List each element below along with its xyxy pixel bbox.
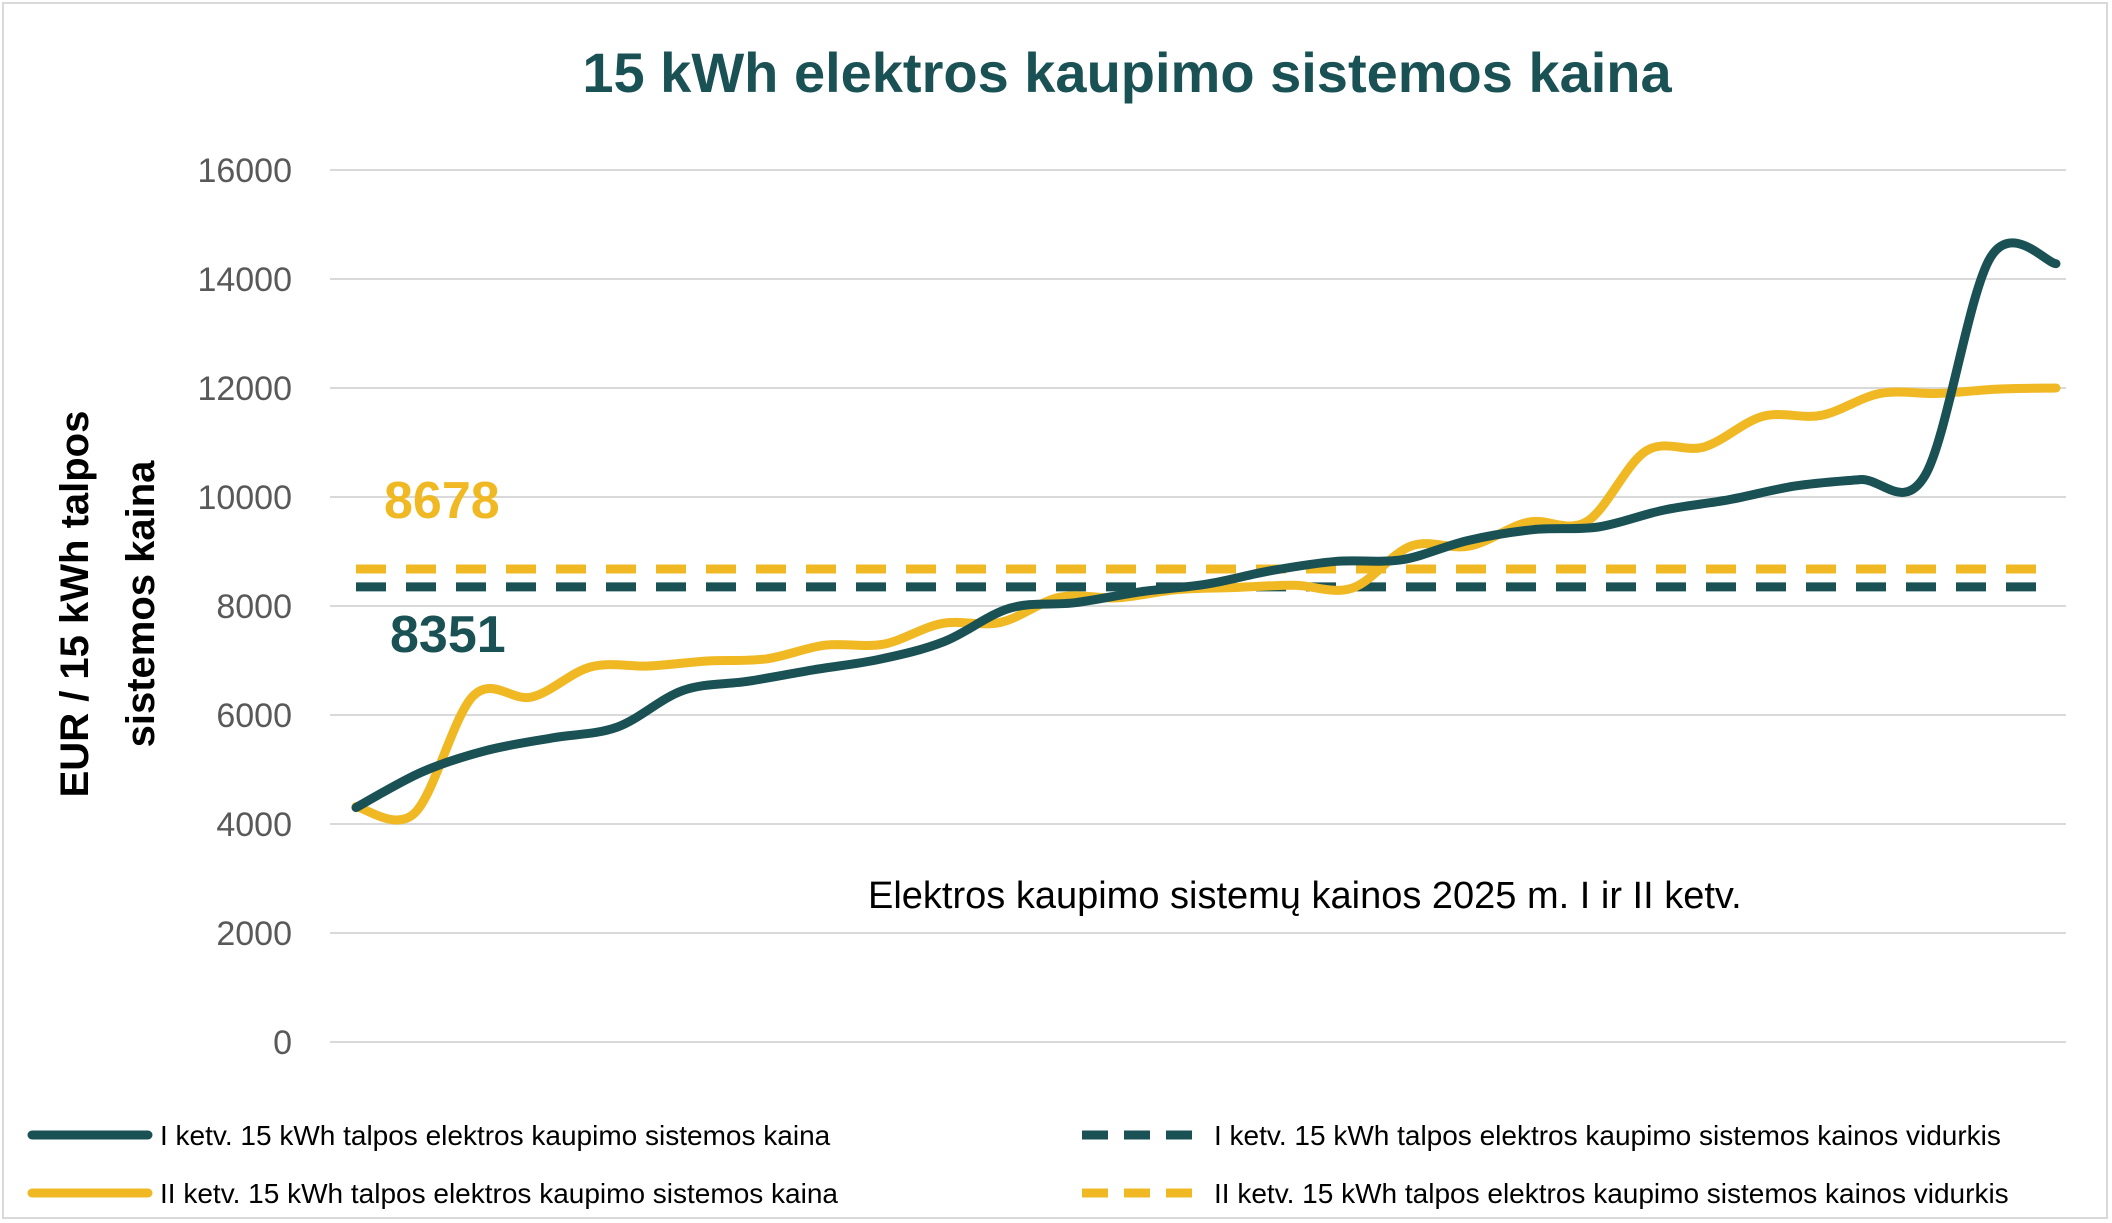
y-axis-label-line-2: sistemos kaina — [119, 460, 163, 748]
legend: I ketv. 15 kWh talpos elektros kaupimo s… — [27, 1120, 2009, 1209]
chart-annotation: Elektros kaupimo sistemų kainos 2025 m. … — [868, 875, 1742, 917]
legend-item-i-price: I ketv. 15 kWh talpos elektros kaupimo s… — [27, 1120, 831, 1151]
series-line — [351, 383, 2061, 825]
legend-item-ii-price: II ketv. 15 kWh talpos elektros kaupimo … — [27, 1178, 838, 1209]
legend-text-ii-average: II ketv. 15 kWh talpos elektros kaupimo … — [1214, 1178, 2009, 1209]
y-tick-label: 14000 — [197, 261, 292, 299]
legend-text-ii-price: II ketv. 15 kWh talpos elektros kaupimo … — [160, 1178, 838, 1209]
legend-item-ii-average: II ketv. 15 kWh talpos elektros kaupimo … — [1082, 1178, 2009, 1209]
y-tick-label: 12000 — [197, 370, 292, 408]
series-lines — [351, 238, 2061, 825]
y-axis-ticks: 0 2000 4000 6000 8000 10000 12000 14000 16000 — [197, 152, 292, 1062]
legend-text-i-price: I ketv. 15 kWh talpos elektros kaupimo s… — [160, 1120, 831, 1151]
chart-title: 15 kWh elektros kaupimo sistemos kaina — [582, 41, 1672, 104]
y-tick-label: 0 — [273, 1024, 292, 1062]
y-tick-label: 6000 — [216, 697, 292, 735]
y-tick-label: 10000 — [197, 479, 292, 517]
y-axis-label-line-1: EUR / 15 kWh talpos — [53, 411, 97, 798]
y-tick-label: 16000 — [197, 152, 292, 190]
y-tick-label: 8000 — [216, 588, 292, 626]
y-tick-label: 2000 — [216, 915, 292, 953]
gridlines — [330, 169, 2066, 1043]
legend-text-i-average: I ketv. 15 kWh talpos elektros kaupimo s… — [1214, 1120, 2001, 1151]
y-tick-label: 4000 — [216, 806, 292, 844]
legend-item-i-average: I ketv. 15 kWh talpos elektros kaupimo s… — [1082, 1120, 2001, 1151]
average-label-ii: 8678 — [384, 472, 500, 530]
average-label-i: 8351 — [390, 606, 506, 664]
series-line — [351, 238, 2061, 813]
